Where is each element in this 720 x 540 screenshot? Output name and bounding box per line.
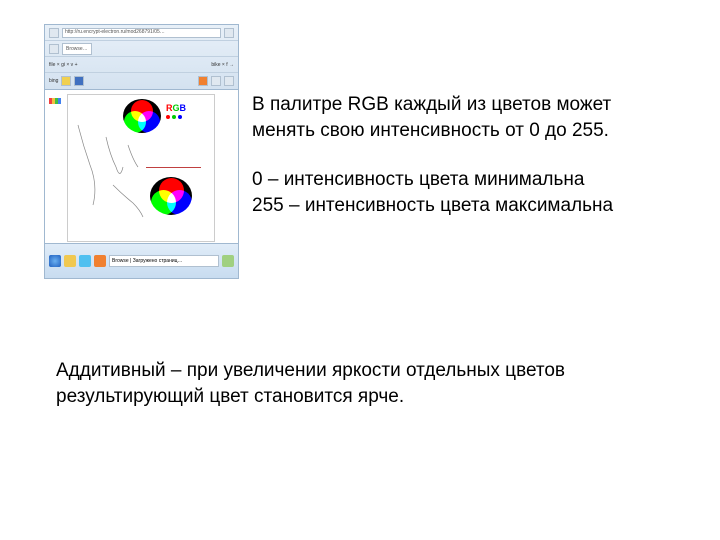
bing-label: bing [49, 78, 58, 84]
browser-tab: Browse… [62, 43, 92, 55]
taskbar-addr: Browse | Загружено страниц… [109, 255, 219, 267]
taskbar-text: Browse | Загружено страниц… [112, 258, 182, 264]
tab-row: Browse… [45, 41, 238, 57]
tool-icon [211, 76, 221, 86]
app-icon [79, 255, 91, 267]
url-bar: http://ru.encrypt-electron.ru/mod268791/… [62, 28, 221, 38]
browser-chrome: http://ru.encrypt-electron.ru/mod268791/… [44, 24, 239, 89]
dl-icon [222, 255, 234, 267]
paragraph-1: В палитре RGB каждый из цветов может мен… [252, 92, 672, 143]
paragraph-3: 255 – интенсивность цвета максимальна [252, 193, 672, 219]
browser-content: RGB [44, 89, 239, 244]
star-icon [61, 76, 71, 86]
color-stripe [49, 98, 61, 104]
document-page: RGB [67, 94, 215, 242]
paragraph-4: Аддитивный – при увеличении яркости отде… [56, 358, 626, 409]
main-text-block: В палитре RGB каждый из цветов может мен… [252, 92, 672, 219]
back-icon [49, 28, 59, 38]
bottom-text-block: Аддитивный – при увеличении яркости отде… [56, 358, 626, 409]
rss-icon [198, 76, 208, 86]
scribble-lines [68, 95, 216, 243]
menu-text: file × gi × v + [49, 62, 78, 68]
app2-icon [94, 255, 106, 267]
ie-icon [49, 255, 61, 267]
nav-icon [49, 44, 59, 54]
taskbar: Browse | Загружено страниц… [44, 244, 239, 279]
toolbar-row: bing [45, 73, 238, 89]
titlebar-row: http://ru.encrypt-electron.ru/mod268791/… [45, 25, 238, 41]
menu-row: file × gi × v + bike × f → [45, 57, 238, 73]
fb-icon [74, 76, 84, 86]
browser-screenshot: http://ru.encrypt-electron.ru/mod268791/… [44, 24, 239, 279]
refresh-icon [224, 28, 234, 38]
menu-right: bike × f → [211, 62, 234, 68]
paragraph-2: 0 – интенсивность цвета минимальна [252, 167, 672, 193]
gear-icon [224, 76, 234, 86]
folder-icon [64, 255, 76, 267]
